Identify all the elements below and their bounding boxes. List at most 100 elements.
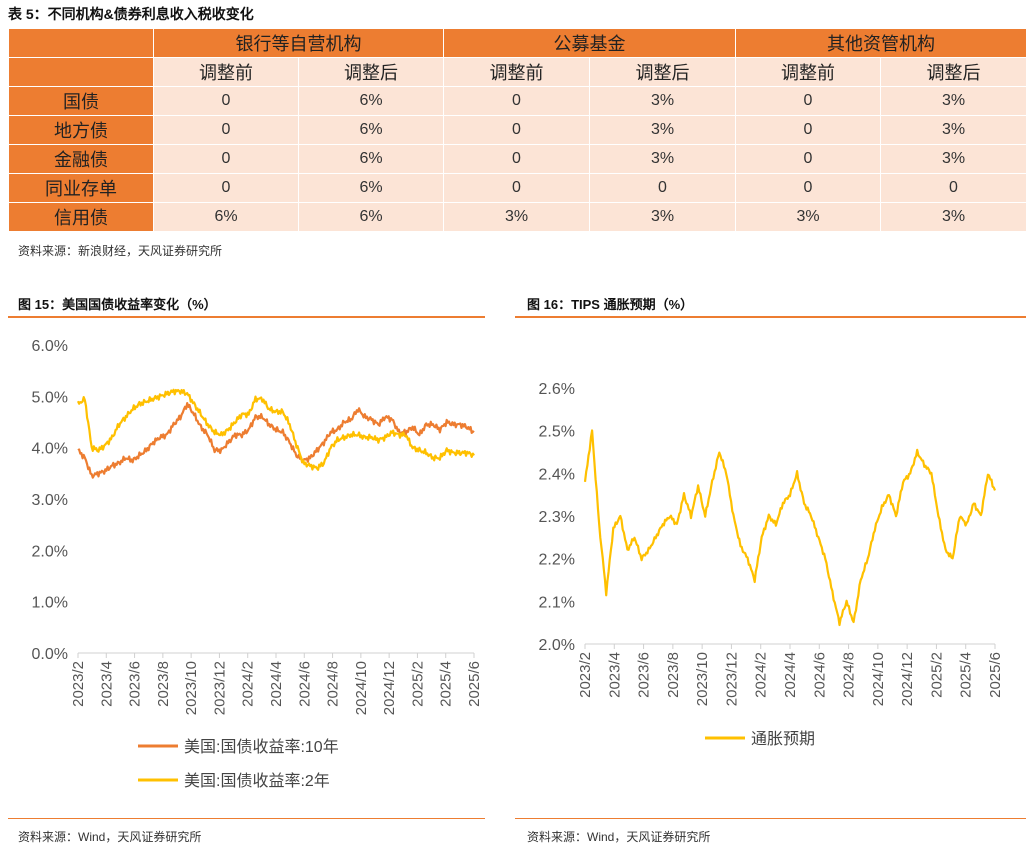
table-title: 表 5：不同机构&债券利息收入税收变化 xyxy=(8,6,254,22)
x-tick-label: 2023/2 xyxy=(577,652,594,698)
table-cell: 0 xyxy=(443,115,590,145)
group-header-self-operated: 银行等自营机构 xyxy=(153,28,444,58)
y-tick-label: 4.0% xyxy=(32,441,68,458)
x-tick-label: 2025/4 xyxy=(438,661,455,707)
x-tick-label: 2025/2 xyxy=(409,661,426,707)
table-row: 信用债 6% 6% 3% 3% 3% 3% xyxy=(8,202,1027,232)
x-tick-label: 2025/6 xyxy=(466,661,483,707)
table-cell: 3% xyxy=(589,202,736,232)
legend-label: 美国:国债收益率:10年 xyxy=(184,738,339,756)
y-tick-label: 1.0% xyxy=(32,595,68,612)
x-tick-label: 2024/4 xyxy=(268,661,285,707)
table-cell: 3% xyxy=(880,86,1027,116)
legend-label: 通胀预期 xyxy=(751,730,815,748)
group-header-other-asset-mgmt: 其他资管机构 xyxy=(735,28,1027,58)
table-cell: 3% xyxy=(880,202,1027,232)
x-tick-label: 2023/10 xyxy=(694,652,711,706)
x-tick-label: 2025/2 xyxy=(928,652,945,698)
table-subheader-row: 调整前 调整后 调整前 调整后 调整前 调整后 xyxy=(8,57,1027,87)
row-label: 金融债 xyxy=(8,144,154,174)
x-tick-label: 2024/6 xyxy=(811,652,828,698)
figure16-source: 资料来源：Wind，天风证券研究所 xyxy=(527,830,711,844)
series-line xyxy=(77,401,475,479)
figure16-chart: 2.0% 2.1% 2.2% 2.3% 2.4% 2.5% 2.6% 2023/2 2023/4… xyxy=(539,381,1004,748)
x-tick-label: 2024/10 xyxy=(870,652,887,706)
figure15-top-rule xyxy=(8,316,485,318)
group-header-public-fund: 公募基金 xyxy=(443,28,736,58)
x-tick-label: 2023/6 xyxy=(636,652,653,698)
table-cell: 3% xyxy=(443,202,590,232)
x-tick-label: 2023/2 xyxy=(70,661,87,707)
table-corner-cell xyxy=(8,28,154,58)
x-tick-label: 2024/12 xyxy=(899,652,916,706)
x-tick-label: 2023/10 xyxy=(183,661,200,715)
table-cell: 0 xyxy=(735,86,881,116)
table-cell: 6% xyxy=(298,144,444,174)
table-cell: 0 xyxy=(589,173,736,203)
y-tick-label: 2.6% xyxy=(539,381,575,398)
table-row: 国债 0 6% 0 3% 0 3% xyxy=(8,86,1027,116)
subheader-after: 调整后 xyxy=(880,57,1027,87)
x-tick-label: 2023/12 xyxy=(723,652,740,706)
table-cell: 3% xyxy=(880,144,1027,174)
figure16-title: 图 16：TIPS 通胀预期（%） xyxy=(527,297,694,312)
table-cell: 0 xyxy=(735,115,881,145)
y-tick-label: 2.0% xyxy=(32,543,68,560)
subheader-before: 调整前 xyxy=(735,57,881,87)
subheader-before: 调整前 xyxy=(443,57,590,87)
x-tick-label: 2024/4 xyxy=(782,652,799,698)
table-cell: 0 xyxy=(880,173,1027,203)
x-tick-label: 2024/8 xyxy=(841,652,858,698)
x-tick-label: 2023/6 xyxy=(127,661,144,707)
row-label: 同业存单 xyxy=(8,173,154,203)
series-line xyxy=(583,429,997,627)
y-tick-label: 2.3% xyxy=(539,509,575,526)
x-tick-label: 2024/8 xyxy=(325,661,342,707)
subheader-after: 调整后 xyxy=(298,57,444,87)
table-cell: 6% xyxy=(153,202,299,232)
table-cell: 0 xyxy=(153,144,299,174)
x-tick-label: 2024/2 xyxy=(240,661,257,707)
row-label: 信用债 xyxy=(8,202,154,232)
x-tick-label: 2024/6 xyxy=(296,661,313,707)
table-row: 地方债 0 6% 0 3% 0 3% xyxy=(8,115,1027,145)
table-cell: 0 xyxy=(443,144,590,174)
table-cell: 3% xyxy=(735,202,881,232)
x-tick-label: 2025/6 xyxy=(987,652,1004,698)
table-cell: 6% xyxy=(298,202,444,232)
legend-label: 美国:国债收益率:2年 xyxy=(184,772,330,790)
x-tick-label: 2023/4 xyxy=(606,652,623,698)
table-cell: 0 xyxy=(735,144,881,174)
figure16-top-rule xyxy=(515,316,1026,318)
table-cell: 0 xyxy=(735,173,881,203)
table-row: 金融债 0 6% 0 3% 0 3% xyxy=(8,144,1027,174)
table-cell: 0 xyxy=(443,86,590,116)
y-tick-label: 6.0% xyxy=(32,338,68,355)
subheader-before: 调整前 xyxy=(153,57,299,87)
figure15-source: 资料来源：Wind，天风证券研究所 xyxy=(18,830,202,844)
table-cell: 0 xyxy=(153,86,299,116)
table-cell: 6% xyxy=(298,173,444,203)
x-tick-label: 2023/12 xyxy=(211,661,228,715)
row-label: 国债 xyxy=(8,86,154,116)
figure16-bottom-rule xyxy=(515,818,1026,819)
y-tick-label: 2.5% xyxy=(539,424,575,441)
x-tick-label: 2024/10 xyxy=(353,661,370,715)
table-row: 同业存单 0 6% 0 0 0 0 xyxy=(8,173,1027,203)
y-tick-label: 2.2% xyxy=(539,552,575,569)
table-cell: 0 xyxy=(153,115,299,145)
x-tick-label: 2024/2 xyxy=(753,652,770,698)
y-tick-label: 3.0% xyxy=(32,492,68,509)
table-source: 资料来源：新浪财经，天风证券研究所 xyxy=(18,244,223,258)
tax-table: 银行等自营机构 公募基金 其他资管机构 调整前 调整后 调整前 调整后 调整前 … xyxy=(8,28,1027,232)
table-cell: 3% xyxy=(589,86,736,116)
row-label: 地方债 xyxy=(8,115,154,145)
table-cell: 0 xyxy=(153,173,299,203)
figure15-title: 图 15：美国国债收益率变化（%） xyxy=(18,297,217,312)
x-tick-label: 2023/8 xyxy=(665,652,682,698)
y-tick-label: 0.0% xyxy=(32,646,68,663)
table-group-header-row: 银行等自营机构 公募基金 其他资管机构 xyxy=(8,28,1027,58)
table-cell: 6% xyxy=(298,115,444,145)
y-tick-label: 2.1% xyxy=(539,594,575,611)
x-tick-label: 2023/8 xyxy=(155,661,172,707)
